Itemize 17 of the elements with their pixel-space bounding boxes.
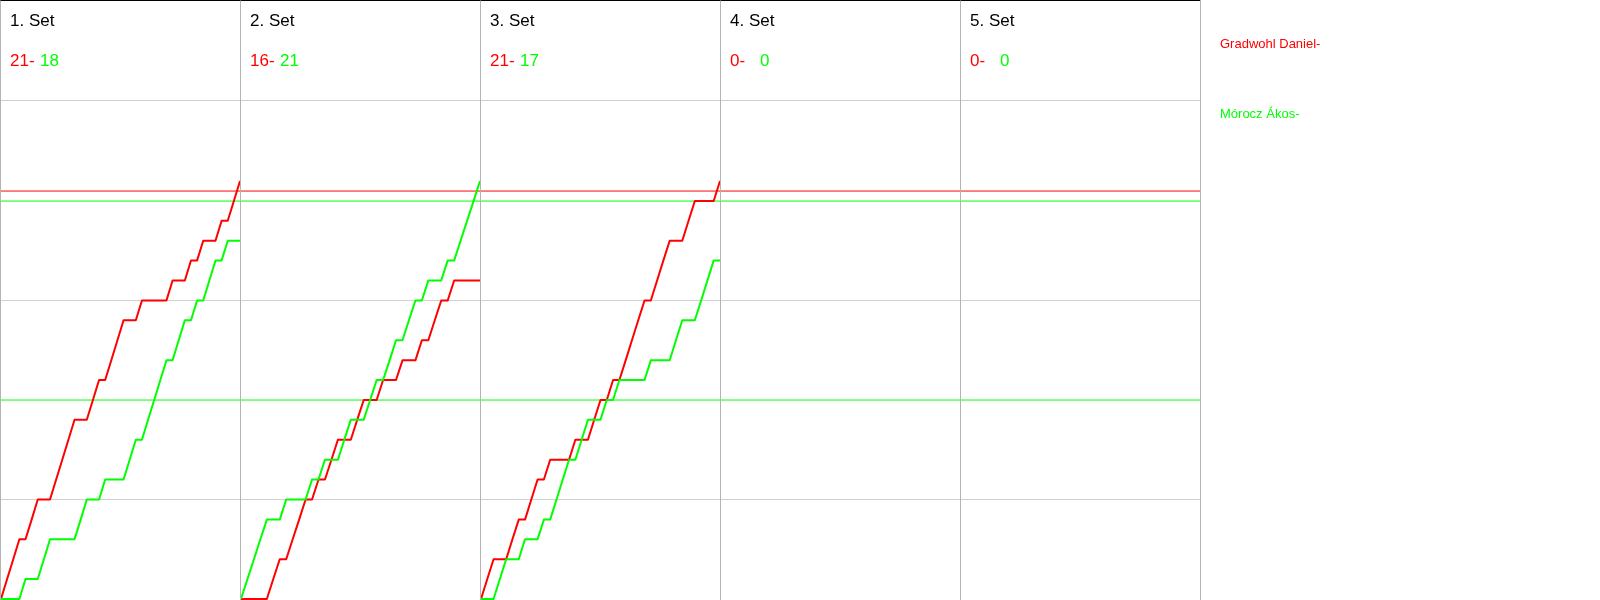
- text: 5. Set: [970, 11, 1015, 31]
- chart-title: 2. Set: [250, 11, 295, 31]
- text: 0-: [730, 51, 747, 71]
- chart-title: 1. Set: [10, 11, 55, 31]
- text: 0: [760, 51, 770, 71]
- text: Mórocz Ákos-: [1220, 105, 1301, 123]
- text: 21-: [490, 51, 516, 71]
- text: 16-: [250, 51, 276, 71]
- text: 4. Set: [730, 11, 775, 31]
- chart-title: 3. Set: [490, 11, 535, 31]
- text: 21: [280, 51, 299, 71]
- text: 0-: [970, 51, 987, 71]
- text: 18: [40, 51, 59, 71]
- text: Gradwohl Daniel-: [1220, 35, 1321, 53]
- text: 21-: [10, 51, 36, 71]
- text: 17: [520, 51, 539, 71]
- text: 0: [1000, 51, 1010, 71]
